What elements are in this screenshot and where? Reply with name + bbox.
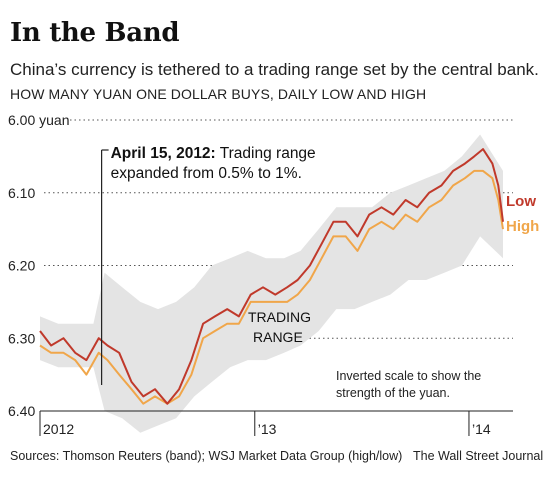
chart-subtitle: China’s currency is tethered to a tradin…	[10, 60, 539, 79]
y-tick-label: 6.20	[8, 258, 35, 274]
legend-low: Low	[506, 193, 536, 210]
inverted-scale-note-line2: strength of the yuan.	[336, 386, 450, 400]
trading-range-label-line2: RANGE	[253, 329, 303, 345]
chart-title: In the Band	[10, 18, 180, 48]
y-tick-label: 6.10	[8, 185, 35, 201]
source-note: Sources: Thomson Reuters (band); WSJ Mar…	[10, 449, 403, 463]
chart-subhead: HOW MANY YUAN ONE DOLLAR BUYS, DAILY LOW…	[10, 86, 427, 102]
high-series-line	[39, 169, 504, 405]
trading-range-band	[40, 134, 503, 433]
trading-range-label: TRADING	[248, 309, 311, 325]
y-axis-ticks: 6.00 yuan 6.10 6.20 6.30 6.40	[8, 112, 70, 419]
y-tick-label: 6.40	[8, 403, 35, 419]
x-tick-label: ’14	[472, 421, 491, 437]
low-series-line	[39, 148, 504, 405]
annotation-date: April 15, 2012:	[111, 145, 216, 162]
x-tick-label: ’13	[258, 421, 277, 437]
credit-note: The Wall Street Journal	[413, 449, 544, 463]
annotation-text: Trading range	[216, 145, 316, 162]
annotation-april-2012-line2: expanded from 0.5% to 1%.	[111, 165, 302, 182]
annotation-april-2012: April 15, 2012: Trading range	[111, 145, 316, 162]
x-tick-label: 2012	[43, 421, 74, 437]
y-tick-label: 6.00 yuan	[8, 112, 70, 128]
x-axis-ticks: 2012 ’13 ’14	[39, 411, 491, 437]
legend-high: High	[506, 218, 539, 235]
y-tick-label: 6.30	[8, 330, 35, 346]
inverted-scale-note: Inverted scale to show the	[336, 369, 481, 383]
